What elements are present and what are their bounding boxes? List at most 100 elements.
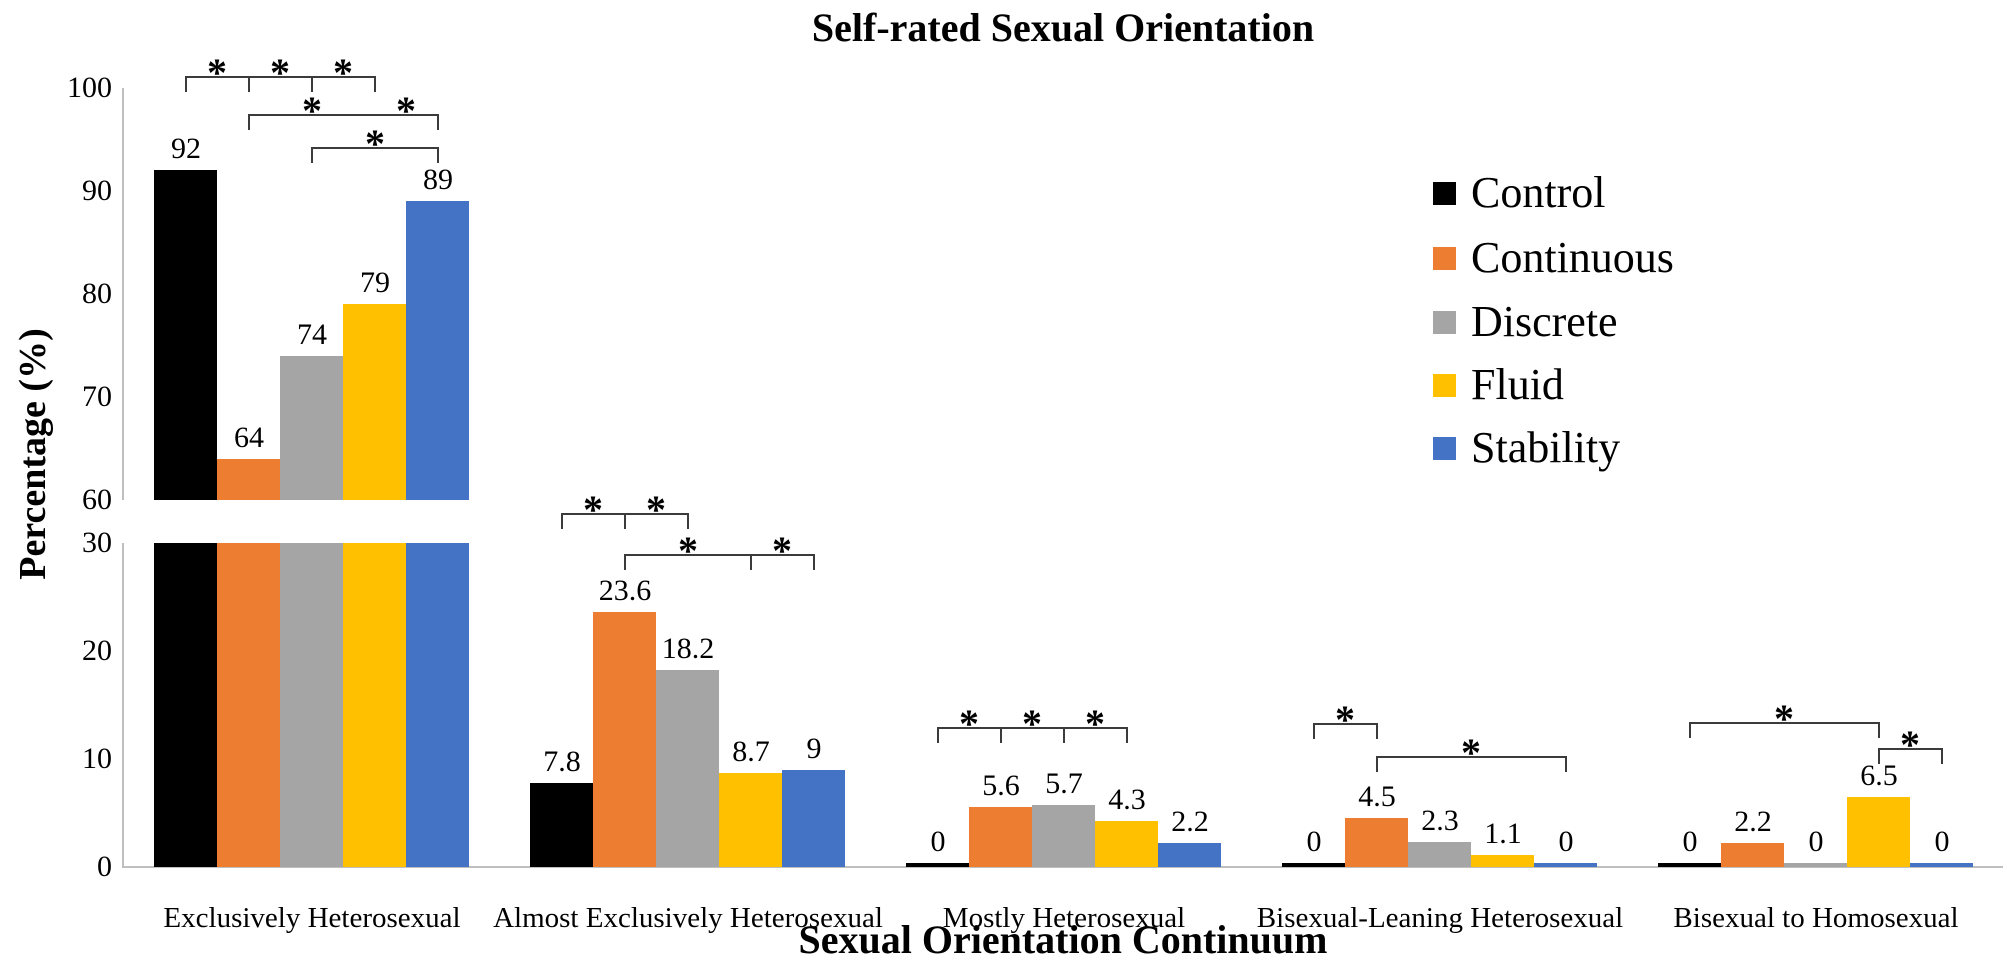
- significance-asterisk: *: [583, 487, 603, 532]
- sig-bracket-tick: [937, 727, 939, 743]
- significance-asterisk: *: [1085, 701, 1105, 746]
- legend-item-stability: Stability: [1433, 424, 1620, 472]
- x-axis-line: [122, 866, 2003, 868]
- bar-control: [530, 783, 593, 867]
- bar-value-label: 89: [423, 163, 453, 196]
- legend-swatch-icon: [1433, 373, 1456, 397]
- y-tick-label: 20: [82, 634, 112, 667]
- sig-bracket-tick: [437, 114, 439, 130]
- chart-title: Self-rated Sexual Orientation: [811, 5, 1315, 50]
- bar-value-label: 9: [806, 732, 822, 765]
- y-tick-label: 0: [97, 850, 112, 883]
- bar-value-label: 6.5: [1860, 759, 1898, 792]
- sig-bracket-tick: [1878, 748, 1880, 764]
- significance-asterisk: *: [1022, 701, 1042, 746]
- bar-continuous: [1345, 818, 1408, 867]
- bar-value-label: 2.2: [1734, 805, 1772, 838]
- x-category-label: Mostly Heterosexual: [942, 902, 1186, 934]
- sig-bracket-line: [186, 76, 375, 78]
- x-category-label: Exclusively Heterosexual: [163, 902, 461, 934]
- bar-control: [1282, 863, 1345, 867]
- legend-swatch-icon: [1433, 310, 1456, 334]
- sig-bracket-tick: [1941, 748, 1943, 764]
- bar-value-label: 0: [1682, 825, 1698, 858]
- bar-continuous-lower: [217, 543, 280, 867]
- bar-value-label: 64: [234, 421, 264, 454]
- sig-bracket-tick: [687, 513, 689, 529]
- legend-swatch-icon: [1433, 181, 1456, 205]
- bar-value-label: 4.3: [1108, 783, 1146, 816]
- bar-stability: [1910, 863, 1973, 867]
- y-tick-label: 70: [82, 380, 112, 413]
- legend-label: Stability: [1471, 423, 1621, 472]
- sig-bracket-tick: [624, 554, 626, 570]
- sig-bracket-tick: [1126, 727, 1128, 743]
- sig-bracket-tick: [311, 147, 313, 163]
- bar-value-label: 5.7: [1045, 767, 1083, 800]
- y-tick-label: 100: [67, 71, 112, 104]
- sig-bracket-line: [1314, 723, 1377, 725]
- sig-bracket-tick: [1878, 722, 1880, 738]
- legend-swatch-icon: [1433, 436, 1456, 460]
- sig-bracket-line: [938, 727, 1127, 729]
- bar-fluid: [1847, 797, 1910, 867]
- x-category-label: Bisexual-Leaning Heterosexual: [1256, 902, 1624, 934]
- bar-discrete: [1408, 842, 1471, 867]
- significance-asterisk: *: [959, 701, 979, 746]
- sig-bracket-tick: [248, 114, 250, 130]
- significance-asterisk: *: [207, 50, 227, 95]
- significance-asterisk: *: [365, 121, 385, 166]
- sig-bracket-line: [1879, 748, 1942, 750]
- significance-asterisk: *: [772, 528, 792, 573]
- significance-asterisk: *: [270, 50, 290, 95]
- bar-control-upper: [154, 170, 217, 500]
- x-category-label: Almost Exclusively Heterosexual: [493, 902, 883, 934]
- y-tick-label: 90: [82, 174, 112, 207]
- significance-asterisk: *: [333, 50, 353, 95]
- sig-bracket-tick: [624, 513, 626, 529]
- significance-asterisk: *: [302, 88, 322, 133]
- legend-label: Control: [1471, 168, 1606, 217]
- sig-bracket-tick: [437, 147, 439, 163]
- bar-value-label: 0: [1808, 825, 1824, 858]
- bar-value-label: 4.5: [1358, 780, 1396, 813]
- sig-bracket-tick: [561, 513, 563, 529]
- bar-stability: [1534, 863, 1597, 867]
- bar-stability: [1158, 843, 1221, 867]
- bar-value-label: 74: [297, 318, 327, 351]
- sig-bracket-tick: [185, 76, 187, 92]
- bar-value-label: 0: [1306, 825, 1322, 858]
- sig-bracket-tick: [813, 554, 815, 570]
- bar-value-label: 79: [360, 266, 390, 299]
- sig-bracket-tick: [1000, 727, 1002, 743]
- bar-continuous-upper: [217, 459, 280, 500]
- bar-fluid: [1095, 821, 1158, 867]
- sig-bracket-line: [625, 554, 814, 556]
- sig-bracket-tick: [750, 554, 752, 570]
- significance-asterisk: *: [646, 487, 666, 532]
- significance-asterisk: *: [1461, 730, 1481, 775]
- bar-stability: [782, 770, 845, 867]
- bar-discrete-lower: [280, 543, 343, 867]
- bar-discrete: [1032, 805, 1095, 867]
- x-category-label: Bisexual to Homosexual: [1673, 902, 1959, 934]
- sig-bracket-tick: [1313, 723, 1315, 739]
- y-axis-line-upper: [122, 88, 124, 500]
- y-tick-label: 30: [82, 526, 112, 559]
- y-tick-label: 10: [82, 742, 112, 775]
- bar-value-label: 2.2: [1171, 805, 1209, 838]
- bar-value-label: 8.7: [732, 735, 770, 768]
- sig-bracket-tick: [1376, 756, 1378, 772]
- legend-item-fluid: Fluid: [1433, 361, 1564, 409]
- bar-value-label: 18.2: [661, 632, 715, 665]
- sig-bracket-line: [1377, 756, 1566, 758]
- sig-bracket-tick: [1063, 727, 1065, 743]
- sig-bracket-line: [312, 147, 438, 149]
- bar-discrete: [1784, 863, 1847, 867]
- significance-asterisk: *: [1774, 696, 1794, 741]
- bar-value-label: 0: [1558, 825, 1574, 858]
- y-tick-label: 80: [82, 277, 112, 310]
- bar-value-label: 0: [930, 825, 946, 858]
- bar-fluid-upper: [343, 304, 406, 500]
- bar-discrete-upper: [280, 356, 343, 500]
